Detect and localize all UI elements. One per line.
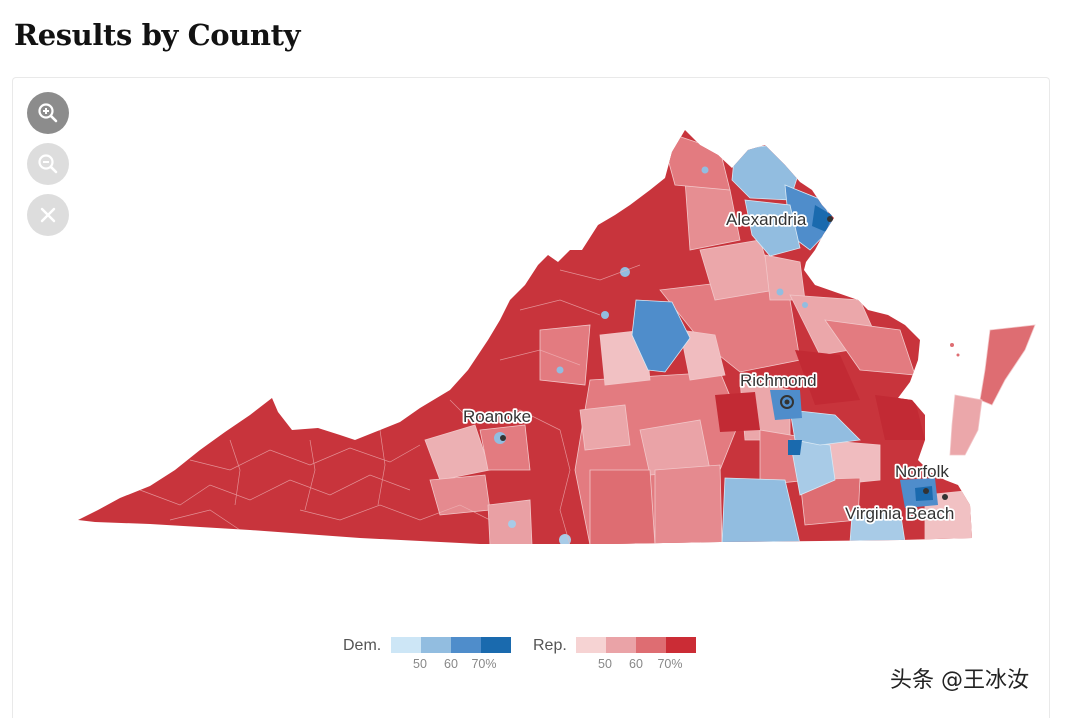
legend-dem-swatches (391, 637, 511, 653)
legend-rep-swatch-0 (576, 637, 606, 653)
virginia-counties[interactable] (60, 120, 990, 560)
zoom-out-icon (38, 154, 58, 174)
city-label-richmond: Richmond (740, 371, 817, 390)
city-label-alexandria: Alexandria (726, 210, 807, 229)
legend-rep-swatch-2 (636, 637, 666, 653)
legend-rep-tick-70: 70% (657, 657, 682, 671)
legend-dem-swatch-2 (451, 637, 481, 653)
close-icon (40, 207, 56, 223)
legend-rep-tick-60: 60 (629, 657, 643, 671)
city-label-norfolk: Norfolk (895, 462, 949, 481)
legend-dem-label: Dem. (343, 637, 381, 654)
legend-rep-swatch-3 (666, 637, 696, 653)
watermark: 头条 @王冰汝 (890, 668, 1029, 693)
zoom-in-button[interactable] (27, 92, 69, 134)
legend-dem-swatch-1 (421, 637, 451, 653)
city-label-virginia-beach: Virginia Beach (845, 504, 954, 523)
city-markers (500, 216, 948, 500)
legend-rep-swatch-1 (606, 637, 636, 653)
city-label-roanoke: Roanoke (463, 407, 531, 426)
page-title: Results by County (14, 18, 301, 52)
legend-dem-tick-70: 70% (471, 657, 496, 671)
legend-dem-tick-60: 60 (444, 657, 458, 671)
zoom-out-button[interactable] (27, 143, 69, 185)
legend-rep-label: Rep. (533, 637, 567, 654)
zoom-in-icon (38, 103, 58, 123)
reset-button[interactable] (27, 194, 69, 236)
eastern-shore[interactable] (949, 324, 1036, 456)
legend-rep-swatches (576, 637, 696, 653)
legend-dem-swatch-3 (481, 637, 511, 653)
legend-dem-tick-50: 50 (413, 657, 427, 671)
legend-dem-swatch-0 (391, 637, 421, 653)
legend: Dem. 50 60 70% Rep. 50 60 70% (343, 637, 696, 671)
legend-rep-tick-50: 50 (598, 657, 612, 671)
